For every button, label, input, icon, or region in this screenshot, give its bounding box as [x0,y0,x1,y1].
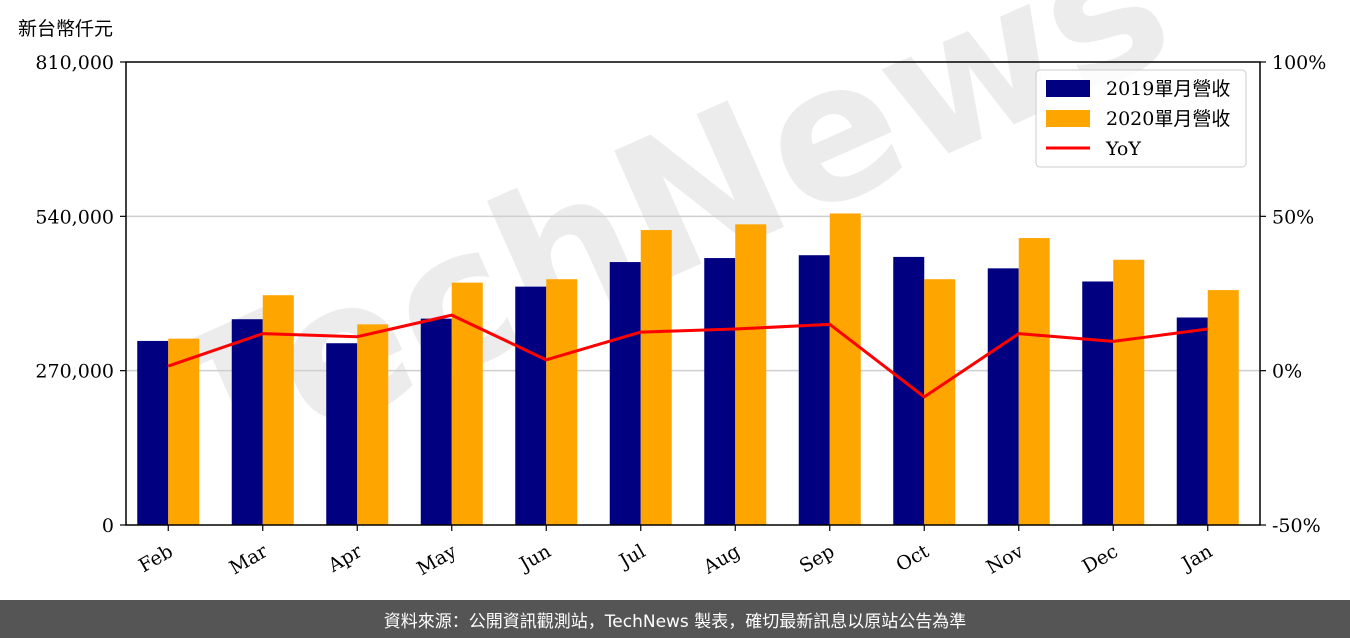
bar-2020-oct [924,279,956,525]
yoy-line [167,313,1208,399]
legend-label: YoY [1105,138,1141,160]
legend-swatch [1046,110,1090,127]
bar-2019-mar [231,319,263,525]
x-tick-label-dec: Dec [1079,540,1122,578]
left-tick-label: 0 [102,515,114,537]
plot-frame [125,61,1261,526]
bar-2019-jul [609,262,641,525]
legend-label: 2020單月營收 [1106,108,1230,130]
bars [137,213,1239,526]
y-axis-unit-label: 新台幣仟元 [18,18,114,40]
x-tick-label-aug: Aug [699,540,744,579]
x-tick-label-nov: Nov [983,540,1028,579]
bar-2020-jul [640,230,672,525]
yoy-line-layer [167,313,1208,399]
legend-label: 2019單月營收 [1106,78,1230,100]
right-tick-label: 100% [1272,52,1326,74]
bar-2020-jun [546,279,578,525]
bar-2020-mar [262,295,294,525]
bar-2020-jan [1207,290,1239,525]
bar-2019-aug [704,258,736,525]
x-tick-label-may: May [413,540,460,580]
source-footer: 資料來源：公開資訊觀測站，TechNews 製表，確切最新訊息以原站公告為準 [0,600,1350,638]
bar-2019-dec [1082,281,1114,525]
bar-2019-apr [326,343,358,525]
x-tick-label-jan: Jan [1177,540,1217,576]
bar-2020-feb [168,338,200,525]
x-tick-label-mar: Mar [226,540,272,579]
right-tick-label: 50% [1272,206,1314,228]
left-tick-label: 810,000 [35,52,114,74]
bar-2019-jan [1176,317,1208,525]
x-tick-label-apr: Apr [324,540,367,577]
x-tick-label-oct: Oct [892,540,933,576]
bar-2019-nov [987,268,1019,525]
x-tick-label-jun: Jun [514,540,555,576]
right-tick-label: 0% [1272,361,1302,383]
bar-2019-sep [798,255,830,526]
left-tick-label: 540,000 [35,206,114,228]
bar-2020-dec [1113,259,1145,525]
left-tick-label: 270,000 [35,361,114,383]
legend-swatch [1046,80,1090,97]
legend: 2019單月營收 2020單月營收 YoY [1035,69,1247,168]
gridlines [126,215,1260,372]
bar-2020-sep [829,213,861,525]
x-tick-label-sep: Sep [796,540,839,577]
right-tick-label: -50% [1272,515,1321,537]
bar-2020-aug [735,224,767,525]
bar-2019-may [420,318,452,525]
bar-2020-nov [1018,238,1050,525]
revenue-chart: TechNews 0270,000540,000810,000-50%0%50%… [35,0,1326,580]
bar-2019-feb [137,340,169,525]
bar-2020-apr [357,324,389,525]
bar-2019-oct [893,256,925,525]
x-tick-label-jul: Jul [614,540,649,573]
bar-2019-jun [515,286,547,525]
x-tick-label-feb: Feb [135,540,177,577]
bar-2020-may [451,282,483,525]
